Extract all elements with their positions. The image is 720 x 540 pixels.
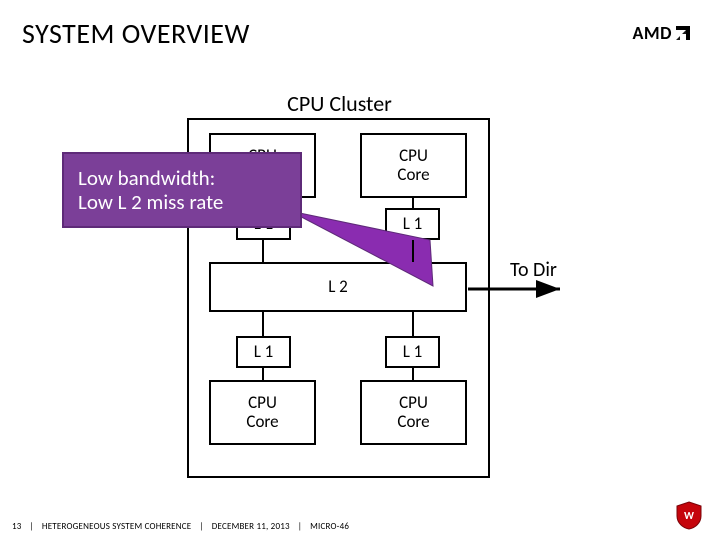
brand-arrow-icon	[676, 26, 690, 40]
cpu-core-box: CPUCore	[360, 380, 467, 445]
footer-talk: HETEROGENEOUS SYSTEM COHERENCE	[42, 521, 192, 532]
cluster-title: CPU Cluster	[287, 90, 392, 117]
callout-box: Low bandwidth: Low L 2 miss rate	[62, 152, 302, 228]
cpu-core-box: CPUCore	[360, 133, 467, 198]
to-dir-label: To Dir	[510, 258, 557, 282]
l1-box: L 1	[385, 208, 440, 240]
callout-line1: Low bandwidth:	[78, 166, 300, 190]
footer-page: 13	[12, 521, 22, 532]
l1-box: L 1	[385, 336, 440, 368]
brand-logo: AMD	[633, 22, 691, 44]
slide-footer: 13 | HETEROGENEOUS SYSTEM COHERENCE | DE…	[12, 521, 349, 532]
l1-box: L 1	[236, 336, 291, 368]
footer-date: DECEMBER 11, 2013	[212, 521, 290, 532]
footer-sep: |	[298, 521, 302, 532]
footer-sep: |	[30, 521, 34, 532]
cpu-core-label: CPUCore	[246, 394, 278, 431]
cpu-cluster: CPU Cluster CPUCore CPUCore L 1 L 1 L 2 …	[187, 92, 492, 482]
cpu-core-box: CPUCore	[209, 380, 316, 445]
svg-text:W: W	[684, 509, 694, 522]
cpu-core-label: CPUCore	[397, 147, 429, 184]
footer-sep: |	[199, 521, 203, 532]
l1-label: L 1	[403, 343, 423, 362]
l1-label: L 1	[254, 343, 274, 362]
l1-label: L 1	[403, 215, 423, 234]
l2-label: L 2	[328, 278, 348, 297]
callout-line2: Low L 2 miss rate	[78, 190, 300, 214]
footer-venue: MICRO-46	[310, 521, 349, 532]
slide-title: SYSTEM OVERVIEW	[22, 16, 250, 51]
l2-box: L 2	[209, 262, 467, 312]
brand-logo-text: AMD	[633, 22, 673, 44]
cpu-core-label: CPUCore	[397, 394, 429, 431]
crest-icon: W	[674, 500, 704, 530]
